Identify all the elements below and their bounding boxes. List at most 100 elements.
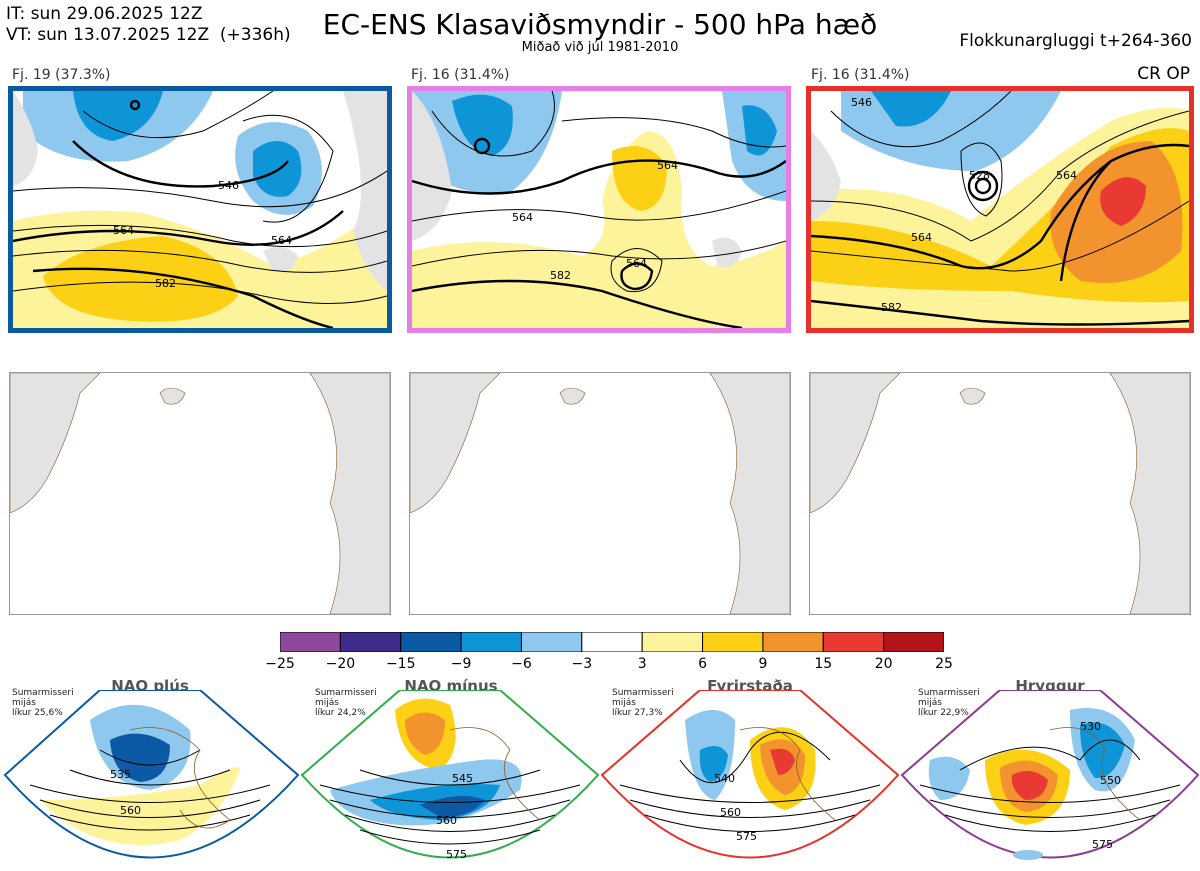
regime-1-contour: 560	[120, 804, 141, 817]
colorbar-bin	[762, 632, 824, 652]
colorbar-bin	[702, 632, 764, 652]
land-greenland	[13, 91, 38, 186]
colorbar-tick-label: −9	[450, 656, 472, 672]
colorbar	[280, 632, 944, 652]
colorbar-bin	[883, 632, 944, 652]
regime-map-ridge: 530 550 575	[900, 690, 1200, 860]
land-britain	[263, 247, 298, 272]
regime-probability: líkur 24,2%	[315, 708, 366, 718]
empty-map-1-plot	[10, 373, 390, 614]
panel-3-contour-label: 582	[881, 301, 902, 314]
classification-window: Flokkunargluggi t+264-360	[959, 31, 1192, 51]
regime-map-nao-minus: 545 560 575	[300, 690, 600, 861]
regime-3-info: Sumarmisseri mijás líkur 27,3%	[612, 688, 674, 718]
anomaly-negative-moderate	[73, 91, 163, 141]
colorbar-tick-label: 6	[698, 656, 707, 672]
cluster-map-3-plot: 546 528 564 564 582	[811, 91, 1189, 328]
regime-4-contour: 550	[1100, 774, 1121, 787]
regime-probability: líkur 27,3%	[612, 708, 663, 718]
empty-map-2	[409, 372, 791, 615]
regime-2-contour: 545	[452, 772, 473, 785]
regime-2-contour: 575	[446, 848, 467, 861]
regime-season: Sumarmisseri	[612, 688, 674, 698]
panel-1-label: Fj. 19 (37.3%)	[12, 67, 111, 83]
cluster-map-1-plot: 546 564 582 564	[13, 91, 387, 328]
regime-3-contour: 575	[736, 830, 757, 843]
colorbar-bin	[581, 632, 643, 652]
colorbar-tick-label: −3	[571, 656, 593, 672]
colorbar-bin	[460, 632, 522, 652]
empty-map-1	[9, 372, 391, 615]
regime-2-contour: 560	[436, 814, 457, 827]
regime-frame	[600, 690, 900, 859]
land-britain	[712, 237, 742, 267]
colorbar-bin	[280, 632, 341, 652]
regime-season: Sumarmisseri	[12, 688, 74, 698]
anomaly-negative-moderate	[452, 94, 513, 156]
panel-1-contour-label: 564	[113, 224, 134, 237]
land-scandinavia	[343, 91, 387, 291]
anomaly-negative-moderate-2	[742, 105, 777, 156]
regime-probability: líkur 22,9%	[918, 708, 969, 718]
colorbar-bin	[339, 632, 402, 652]
anomaly-positive-moderate	[43, 236, 238, 322]
cluster-map-2: 564 564 582 564	[407, 86, 791, 333]
panel-2-label: Fj. 16 (31.4%)	[411, 67, 510, 83]
colorbar-tick-label: 3	[637, 656, 647, 672]
colorbar-tick-label: 15	[814, 656, 833, 672]
panel-2-contour-label: 564	[626, 257, 647, 270]
colorbar-tick-label: 20	[874, 656, 893, 672]
regime-3-contour: 540	[714, 772, 735, 785]
panel-1-contour-label: 582	[155, 277, 176, 290]
panel-1-contour-label: 564	[271, 234, 292, 247]
colorbar-tick-label: −6	[511, 656, 532, 672]
colorbar-bin	[822, 632, 885, 652]
empty-map-3	[809, 372, 1191, 615]
regime-type: mijás	[612, 698, 636, 708]
land-greenland	[811, 131, 841, 221]
empty-map-3-plot	[810, 373, 1190, 614]
panel-2-contour-label: 582	[550, 269, 571, 282]
colorbar-bin	[520, 632, 583, 652]
regime-map-nao-plus: 535 560	[3, 690, 300, 859]
panel-3-label: Fj. 16 (31.4%)	[811, 67, 910, 83]
page-subtitle: Miðað við júl 1981-2010	[521, 40, 679, 55]
colorbar-tick-label: −25	[265, 656, 295, 672]
init-time: IT: sun 29.06.2025 12Z	[6, 4, 203, 24]
cluster-map-1: 546 564 582 564	[8, 86, 392, 333]
anomaly-positive-extreme	[1100, 177, 1146, 226]
regime-3-contour: 560	[720, 806, 741, 819]
regime-type: mijás	[12, 698, 36, 708]
anomaly-negative-moderate-2	[253, 141, 302, 197]
regime-season: Sumarmisseri	[315, 688, 377, 698]
colorbar-tick-label: 25	[935, 656, 953, 672]
regime-4-info: Sumarmisseri mijás líkur 22,9%	[918, 688, 980, 718]
panel-3-contour-label: 564	[1056, 169, 1077, 182]
regime-4-contour: 530	[1080, 720, 1101, 733]
colorbar-bin	[400, 632, 462, 652]
colorbar-tick-label: −20	[325, 656, 356, 672]
anomaly-negative-moderate	[871, 91, 951, 127]
panel-3-contour-label: 528	[969, 169, 990, 182]
empty-map-2-plot	[410, 373, 790, 614]
valid-time: VT: sun 13.07.2025 12Z (+336h)	[6, 25, 291, 45]
control-run-tag: CR OP	[1137, 64, 1190, 84]
panel-1-contour-label: 546	[218, 179, 239, 192]
regime-type: mijás	[918, 698, 942, 708]
page-title: EC-ENS Klasaviðsmyndir - 500 hPa hæð	[322, 8, 878, 41]
panel-3-contour-label: 546	[851, 96, 872, 109]
colorbar-tick-label: 9	[758, 656, 768, 672]
regime-probability: líkur 25,6%	[12, 708, 63, 718]
panel-2-contour-label: 564	[657, 159, 678, 172]
regime-2-info: Sumarmisseri mijás líkur 24,2%	[315, 688, 377, 718]
regime-map-blocking: 540 560 575	[600, 690, 900, 859]
regime-type: mijás	[315, 698, 339, 708]
cluster-map-2-plot: 564 564 582 564	[412, 91, 786, 328]
panel-2-contour-label: 564	[512, 211, 533, 224]
regime-season: Sumarmisseri	[918, 688, 980, 698]
land-greenland	[412, 91, 452, 241]
run-times: IT: sun 29.06.2025 12Z VT: sun 13.07.2025…	[6, 4, 291, 46]
anomaly-positive-weak	[412, 131, 786, 328]
panel-3-contour-label: 564	[911, 231, 932, 244]
regime-4-contour: 575	[1092, 838, 1113, 851]
